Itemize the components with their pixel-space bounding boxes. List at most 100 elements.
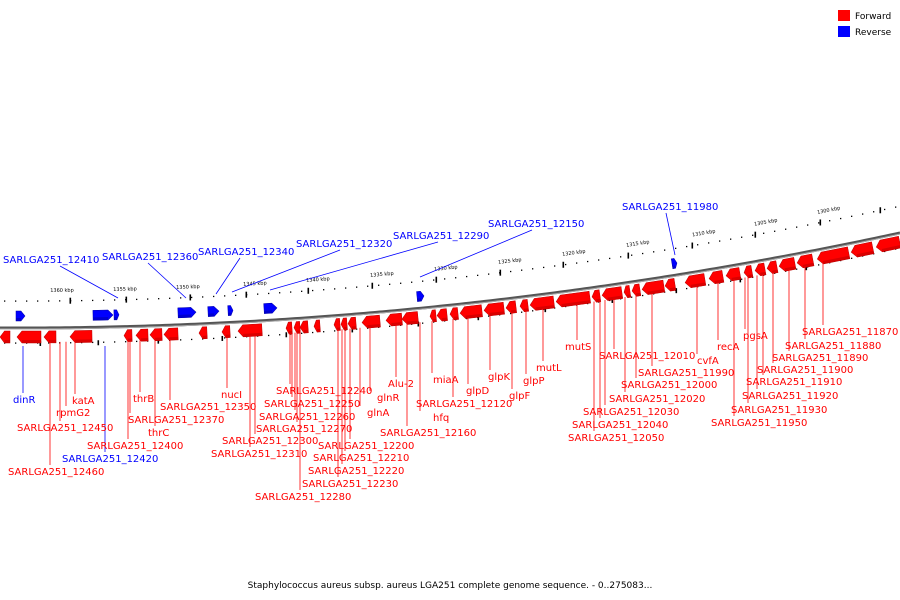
- forward-gene-arrow[interactable]: [313, 319, 321, 333]
- reverse-gene-arrow[interactable]: [416, 290, 425, 302]
- forward-gene-label[interactable]: pgsA: [743, 331, 768, 342]
- forward-gene-label[interactable]: SARLGA251_12040: [572, 420, 668, 431]
- forward-gene-label[interactable]: SARLGA251_12370: [128, 415, 224, 426]
- reverse-gene-label[interactable]: SARLGA251_12420: [62, 454, 158, 465]
- forward-gene-label[interactable]: SARLGA251_12450: [17, 423, 113, 434]
- forward-gene-arrow[interactable]: [149, 328, 163, 342]
- forward-gene-arrow[interactable]: [347, 316, 357, 330]
- forward-gene-label[interactable]: SARLGA251_12310: [211, 449, 307, 460]
- forward-gene-label[interactable]: mutL: [536, 363, 562, 374]
- forward-gene-arrow[interactable]: [299, 320, 309, 334]
- forward-gene-label[interactable]: thrB: [133, 394, 154, 405]
- forward-gene-label[interactable]: SARLGA251_12240: [276, 386, 372, 397]
- reverse-gene-label[interactable]: SARLGA251_12410: [3, 255, 99, 266]
- forward-gene-arrow[interactable]: [69, 330, 93, 343]
- forward-gene-arrow[interactable]: [43, 330, 57, 344]
- forward-gene-label[interactable]: SARLGA251_11900: [757, 365, 853, 376]
- reverse-gene-label[interactable]: SARLGA251_11980: [622, 202, 718, 213]
- forward-gene-label[interactable]: SARLGA251_12010: [599, 351, 695, 362]
- forward-gene-label[interactable]: SARLGA251_12160: [380, 428, 476, 439]
- forward-gene-arrow[interactable]: [163, 327, 179, 341]
- forward-gene-arrow[interactable]: [293, 321, 301, 334]
- forward-gene-arrow[interactable]: [401, 311, 419, 325]
- forward-gene-arrow[interactable]: [221, 325, 231, 339]
- reverse-gene-label[interactable]: SARLGA251_12320: [296, 239, 392, 250]
- forward-gene-arrow[interactable]: [684, 273, 707, 289]
- forward-gene-label[interactable]: SARLGA251_12270: [256, 424, 352, 435]
- forward-gene-label[interactable]: nucI: [221, 390, 242, 401]
- forward-gene-arrow[interactable]: [505, 300, 517, 314]
- forward-gene-label[interactable]: SARLGA251_12210: [313, 453, 409, 464]
- forward-gene-arrow[interactable]: [361, 314, 381, 329]
- forward-gene-label[interactable]: SARLGA251_11920: [742, 391, 838, 402]
- forward-gene-arrow[interactable]: [135, 328, 149, 342]
- forward-gene-label[interactable]: glpF: [509, 391, 530, 402]
- forward-gene-arrow[interactable]: [631, 283, 642, 297]
- forward-gene-arrow[interactable]: [816, 246, 851, 265]
- forward-gene-label[interactable]: SARLGA251_12460: [8, 467, 104, 478]
- forward-gene-arrow[interactable]: [333, 318, 341, 331]
- forward-gene-arrow[interactable]: [601, 286, 624, 302]
- forward-gene-arrow[interactable]: [743, 265, 754, 279]
- forward-gene-label[interactable]: SARLGA251_11880: [785, 341, 881, 352]
- forward-gene-arrow[interactable]: [198, 326, 208, 340]
- forward-gene-label[interactable]: miaA: [433, 375, 459, 386]
- forward-gene-label[interactable]: SARLGA251_12200: [318, 441, 414, 452]
- forward-gene-label[interactable]: SARLGA251_12400: [87, 441, 183, 452]
- forward-gene-label[interactable]: SARLGA251_12030: [583, 407, 679, 418]
- forward-gene-label[interactable]: SARLGA251_11870: [802, 327, 898, 338]
- forward-gene-label[interactable]: SARLGA251_12020: [609, 394, 705, 405]
- forward-gene-arrow[interactable]: [237, 323, 263, 338]
- forward-gene-label[interactable]: SARLGA251_12230: [302, 479, 398, 490]
- forward-gene-arrow[interactable]: [555, 290, 591, 308]
- forward-gene-arrow[interactable]: [16, 330, 42, 344]
- forward-gene-arrow[interactable]: [875, 235, 900, 253]
- forward-gene-label[interactable]: Alu-2: [388, 379, 414, 390]
- forward-gene-arrow[interactable]: [529, 295, 555, 311]
- forward-gene-label[interactable]: SARLGA251_11990: [638, 368, 734, 379]
- forward-gene-label[interactable]: SARLGA251_12260: [259, 412, 355, 423]
- forward-gene-label[interactable]: SARLGA251_11890: [772, 353, 868, 364]
- forward-gene-label[interactable]: glpK: [488, 372, 510, 383]
- forward-gene-label[interactable]: SARLGA251_11930: [731, 405, 827, 416]
- reverse-gene-label[interactable]: SARLGA251_12340: [198, 247, 294, 258]
- forward-gene-arrow[interactable]: [725, 267, 742, 282]
- forward-gene-label[interactable]: SARLGA251_12220: [308, 466, 404, 477]
- forward-gene-label[interactable]: glpP: [523, 376, 545, 387]
- forward-gene-arrow[interactable]: [519, 299, 529, 313]
- forward-gene-label[interactable]: glnR: [377, 393, 399, 404]
- forward-gene-label[interactable]: glnA: [367, 408, 389, 419]
- forward-gene-label[interactable]: rpmG2: [56, 408, 90, 419]
- reverse-gene-label[interactable]: dinR: [13, 395, 35, 406]
- forward-gene-arrow[interactable]: [436, 308, 448, 322]
- forward-gene-arrow[interactable]: [641, 279, 666, 295]
- reverse-gene-arrow[interactable]: [670, 258, 678, 270]
- forward-gene-label[interactable]: SARLGA251_11910: [746, 377, 842, 388]
- forward-gene-label[interactable]: katA: [72, 396, 95, 407]
- reverse-gene-label[interactable]: SARLGA251_12290: [393, 231, 489, 242]
- reverse-gene-arrow[interactable]: [207, 306, 220, 317]
- forward-gene-arrow[interactable]: [591, 289, 602, 303]
- forward-gene-label[interactable]: mutS: [565, 342, 591, 353]
- forward-gene-arrow[interactable]: [123, 329, 133, 342]
- forward-gene-arrow[interactable]: [623, 285, 632, 298]
- forward-gene-label[interactable]: recA: [717, 342, 740, 353]
- reverse-gene-arrow[interactable]: [113, 309, 120, 321]
- forward-gene-label[interactable]: SARLGA251_12120: [416, 399, 512, 410]
- forward-gene-arrow[interactable]: [766, 260, 779, 275]
- forward-gene-arrow[interactable]: [778, 257, 797, 272]
- forward-gene-label[interactable]: glpD: [466, 386, 489, 397]
- reverse-gene-arrow[interactable]: [263, 302, 278, 314]
- forward-gene-arrow[interactable]: [483, 301, 505, 317]
- forward-gene-arrow[interactable]: [754, 262, 767, 277]
- reverse-gene-arrow[interactable]: [227, 305, 234, 316]
- reverse-gene-arrow[interactable]: [92, 309, 114, 321]
- forward-gene-label[interactable]: cvfA: [697, 356, 719, 367]
- forward-gene-arrow[interactable]: [0, 330, 11, 344]
- forward-gene-arrow[interactable]: [850, 241, 875, 258]
- forward-gene-label[interactable]: SARLGA251_12000: [621, 380, 717, 391]
- reverse-gene-arrow[interactable]: [177, 307, 197, 319]
- forward-gene-arrow[interactable]: [796, 253, 815, 269]
- forward-gene-arrow[interactable]: [708, 270, 725, 285]
- forward-gene-label[interactable]: SARLGA251_12050: [568, 433, 664, 444]
